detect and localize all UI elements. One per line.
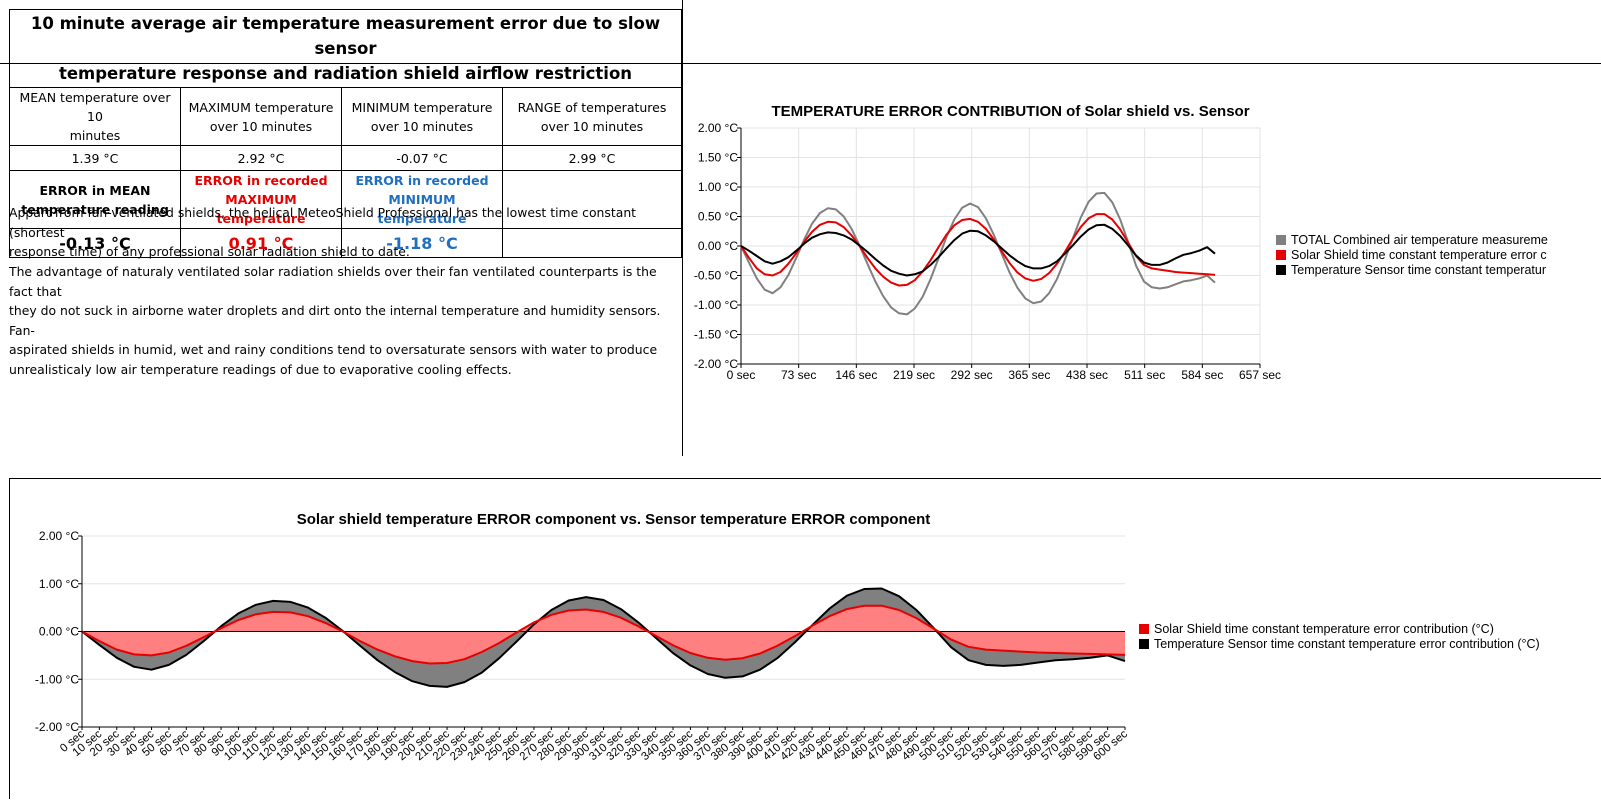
summary-panel: 10 minute average air temperature measur… <box>0 0 1601 456</box>
chart-title: TEMPERATURE ERROR CONTRIBUTION of Solar … <box>771 103 1249 120</box>
y-tick-label: 2.00 °C <box>698 121 738 135</box>
y-tick-label: 1.00 °C <box>39 577 79 591</box>
value-cell-min: -0.07 °C <box>341 145 503 171</box>
error-label-mean: ERROR in MEAN temperature reading <box>9 170 181 229</box>
series-line <box>81 587 1126 688</box>
legend-swatch <box>1139 639 1149 649</box>
error-value-empty <box>502 228 682 258</box>
note-paragraph-1: Appart from fan-ventilated shields, the … <box>9 205 637 259</box>
table-row: MEAN temperature over 10 minutes MAXIMUM … <box>9 87 682 146</box>
error-contribution-chart-svg: TEMPERATURE ERROR CONTRIBUTION of Solar … <box>694 103 1548 382</box>
y-tick-label: -1.00 °C <box>35 672 79 686</box>
x-tick-label: 73 sec <box>781 368 816 382</box>
x-tick-label: 219 sec <box>893 368 935 382</box>
x-tick-label: 511 sec <box>1124 368 1165 382</box>
legend-swatch <box>1139 624 1149 634</box>
header-cell-min: MINIMUM temperature over 10 minutes <box>341 87 503 146</box>
error-label-empty <box>502 170 682 229</box>
x-tick-label: 657 sec <box>1239 368 1281 382</box>
y-tick-label: -0.50 °C <box>694 269 738 283</box>
table-row: -0.13 °C 0.91 °C -1.18 °C <box>9 228 682 258</box>
y-tick-label: 1.50 °C <box>698 151 738 165</box>
table-title: 10 minute average air temperature measur… <box>9 9 682 88</box>
y-tick-label: 0.00 °C <box>39 625 79 639</box>
legend-swatch <box>1276 250 1286 260</box>
chart-title: Solar shield temperature ERROR component… <box>297 511 930 528</box>
series-area <box>82 605 1125 664</box>
value-cell-mean: 1.39 °C <box>9 145 181 171</box>
value-cell-max: 2.92 °C <box>180 145 342 171</box>
table-title-line2: temperature response and radiation shiel… <box>58 64 633 83</box>
error-component-chart-svg: Solar shield temperature ERROR component… <box>35 511 1540 763</box>
legend-label: Solar Shield time constant temperature e… <box>1154 622 1494 636</box>
series-line <box>740 191 1216 316</box>
legend-label: Solar Shield time constant temperature e… <box>1291 248 1547 262</box>
error-component-chart: Solar shield temperature ERROR component… <box>9 478 1601 799</box>
header-cell-max: MAXIMUM temperature over 10 minutes <box>180 87 342 146</box>
x-tick-label: 438 sec <box>1066 368 1108 382</box>
table-title-line1: 10 minute average air temperature measur… <box>30 14 661 58</box>
y-tick-label: -1.50 °C <box>694 328 738 342</box>
header-cell-range: RANGE of temperatures over 10 minutes <box>502 87 682 146</box>
y-tick-label: 0.00 °C <box>698 239 738 253</box>
series-line <box>81 604 1126 665</box>
legend-swatch <box>1276 265 1286 275</box>
x-tick-label: 365 sec <box>1008 368 1050 382</box>
y-tick-label: -1.00 °C <box>694 298 738 312</box>
error-contribution-chart: TEMPERATURE ERROR CONTRIBUTION of Solar … <box>686 95 1601 395</box>
legend-swatch <box>1276 235 1286 245</box>
y-tick-label: 2.00 °C <box>39 529 79 543</box>
x-tick-label: 146 sec <box>835 368 877 382</box>
y-tick-label: 0.50 °C <box>698 210 738 224</box>
y-tick-label: -2.00 °C <box>694 357 738 371</box>
series-line <box>740 223 1216 277</box>
error-summary-table: 10 minute average air temperature measur… <box>9 9 682 258</box>
error-value-mean: -0.13 °C <box>9 228 181 258</box>
note-paragraph-2: The advantage of naturaly ventilated sol… <box>9 264 661 377</box>
x-tick-label: 292 sec <box>951 368 993 382</box>
x-tick-label: 0 sec <box>727 368 756 382</box>
legend-label: Temperature Sensor time constant tempera… <box>1154 637 1540 651</box>
y-tick-label: -2.00 °C <box>35 720 79 734</box>
value-cell-range: 2.99 °C <box>502 145 682 171</box>
legend-label: TOTAL Combined air temperature measureme <box>1291 233 1548 247</box>
header-cell-mean: MEAN temperature over 10 minutes <box>9 87 181 146</box>
sheet-divider <box>0 63 1601 64</box>
x-tick-label: 584 sec <box>1181 368 1223 382</box>
legend-label: Temperature Sensor time constant tempera… <box>1291 263 1546 277</box>
error-value-min: -1.18 °C <box>341 228 503 258</box>
y-tick-label: 1.00 °C <box>698 180 738 194</box>
table-row: 1.39 °C 2.92 °C -0.07 °C 2.99 °C <box>9 145 682 171</box>
table-row: 10 minute average air temperature measur… <box>9 9 682 88</box>
